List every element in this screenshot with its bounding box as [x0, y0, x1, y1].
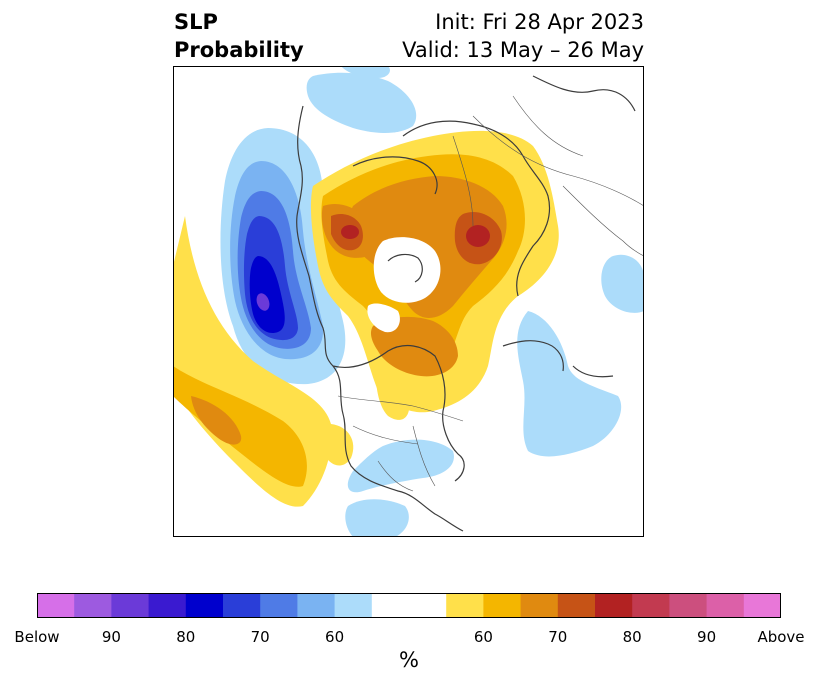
init-date: Init: Fri 28 Apr 2023	[435, 10, 644, 34]
colorbar-swatch	[185, 593, 224, 618]
colorbar-unit: %	[399, 648, 419, 672]
colorbar-tick-label: 90	[101, 628, 121, 646]
colorbar-tick-label: 70	[548, 628, 568, 646]
pacific-above-normal-region	[173, 216, 354, 507]
colorbar-tick-label: Above	[757, 628, 805, 646]
colorbar-swatch	[669, 593, 708, 618]
colorbar-swatch	[632, 593, 670, 618]
colorbar-swatch	[111, 593, 150, 618]
colorbar-tick-label: 70	[250, 628, 270, 646]
colorbar-swatch	[37, 593, 75, 618]
map-border	[173, 66, 644, 537]
colorbar-swatch	[520, 593, 559, 618]
colorbar-tick-label: Below	[14, 628, 60, 646]
colorbar-swatch	[706, 593, 745, 618]
colorbar-swatch	[74, 593, 112, 618]
colorbar-swatch	[557, 593, 596, 618]
below-normal-minor-regions	[306, 66, 644, 537]
colorbar-swatch	[483, 593, 522, 618]
colorbar-tick-label: 60	[473, 628, 493, 646]
colorbar-swatch	[446, 593, 484, 618]
colorbar-swatch	[371, 593, 410, 618]
arctic-above-normal-region	[310, 130, 559, 420]
probability-map	[173, 66, 644, 537]
colorbar-swatch	[595, 593, 633, 618]
colorbar-swatch	[334, 593, 373, 618]
colorbar-swatch	[297, 593, 336, 618]
map-svg	[173, 66, 644, 537]
coastlines	[296, 75, 636, 532]
title-type: Probability	[174, 38, 304, 62]
colorbar-tick-label: 60	[325, 628, 345, 646]
map-title: SLP Probability	[174, 8, 304, 64]
colorbar-swatch	[260, 593, 298, 618]
colorbar-swatch	[409, 593, 447, 618]
map-dates: Init: Fri 28 Apr 2023 Valid: 13 May – 26…	[402, 8, 644, 64]
colorbar-swatch	[148, 593, 187, 618]
colorbar-tick-label: 80	[176, 628, 196, 646]
political-borders	[337, 95, 644, 492]
colorbar-swatch	[743, 593, 781, 618]
colorbar-border	[37, 593, 781, 618]
colorbar-tick-label: 80	[622, 628, 642, 646]
colorbar-swatch	[223, 593, 261, 618]
title-variable: SLP	[174, 10, 218, 34]
colorbar	[37, 593, 781, 618]
valid-range: Valid: 13 May – 26 May	[402, 38, 644, 62]
colorbar-tick-label: 90	[697, 628, 717, 646]
colorbar-svg	[37, 593, 781, 618]
